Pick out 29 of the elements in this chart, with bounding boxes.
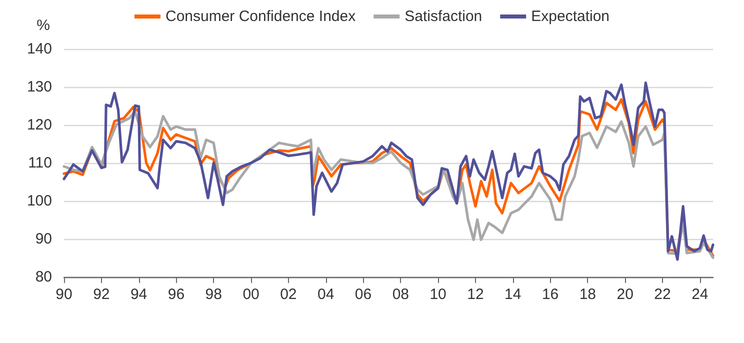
x-tick-label: 98: [205, 286, 222, 303]
x-tick-label: 06: [354, 286, 372, 303]
y-tick-label: 80: [35, 268, 52, 286]
y-tick-label: 90: [35, 230, 52, 248]
y-axis-title: %: [36, 17, 50, 34]
x-tick-label: 94: [130, 286, 148, 303]
x-tick-label: 10: [430, 286, 446, 303]
x-tick-label: 96: [168, 286, 185, 303]
x-tick-label: 12: [467, 286, 484, 303]
legend-label: Expectation: [531, 8, 610, 25]
y-tick-label: 140: [26, 40, 52, 58]
y-tick-label: 130: [26, 78, 52, 96]
y-tick-label: 120: [26, 116, 52, 134]
x-tick-label: 20: [616, 286, 634, 303]
y-tick-label: 110: [28, 154, 52, 172]
y-tick-label: 100: [26, 192, 52, 210]
legend-label: Satisfaction: [404, 8, 482, 25]
x-tick-label: 90: [56, 286, 72, 303]
x-tick-label: 00: [242, 286, 260, 303]
x-tick-label: 04: [318, 286, 334, 303]
legend-label: Consumer Confidence Index: [165, 8, 356, 25]
x-tick-label: 18: [579, 286, 596, 303]
x-tick-label: 22: [654, 286, 671, 303]
x-tick-label: 24: [692, 286, 708, 303]
x-tick-label: 08: [392, 286, 409, 303]
x-tick-label: 92: [93, 286, 110, 303]
x-tick-label: 14: [504, 286, 522, 303]
x-tick-label: 02: [280, 286, 297, 303]
x-tick-label: 16: [542, 286, 559, 303]
